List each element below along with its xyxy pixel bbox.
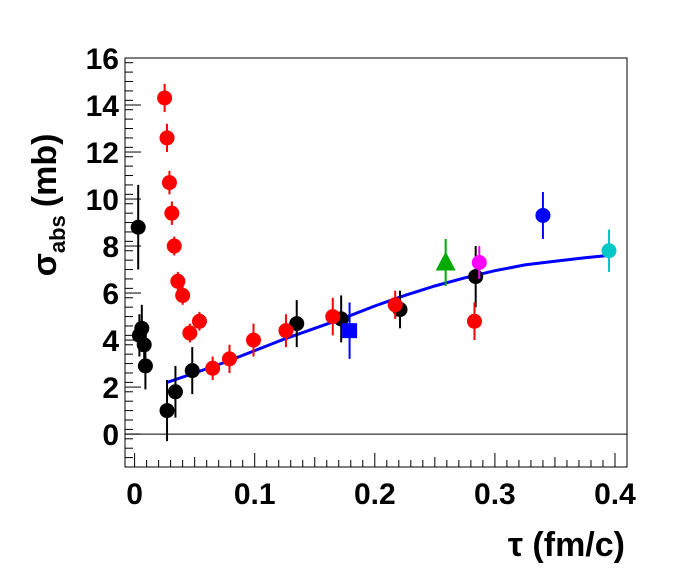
data-point-magenta <box>471 246 487 279</box>
data-point-red <box>157 83 173 113</box>
data-point-red <box>182 323 198 343</box>
data-point-red <box>170 271 186 291</box>
data-point-red <box>166 236 182 256</box>
y-tick-label: 6 <box>102 278 119 311</box>
data-point-red <box>161 170 177 195</box>
marker-circle <box>325 309 341 325</box>
marker-circle <box>159 403 175 419</box>
marker-circle <box>137 358 153 374</box>
marker-circle <box>205 360 221 376</box>
data-point-red <box>246 323 262 357</box>
data-point-red <box>205 356 221 381</box>
marker-circle <box>601 243 617 259</box>
marker-circle <box>191 313 207 329</box>
marker-circle <box>471 255 487 270</box>
marker-circle <box>130 219 146 235</box>
marker-circle <box>175 287 191 303</box>
y-axis-title-subscript: abs <box>45 215 70 253</box>
y-tick-label: 8 <box>102 231 119 264</box>
data-point-red <box>159 123 175 153</box>
marker-circle <box>136 337 152 353</box>
data-point-red <box>175 286 191 305</box>
x-tick-label: 0 <box>126 478 143 511</box>
data-point-red <box>221 344 237 373</box>
data-point-red <box>278 314 294 348</box>
y-tick-label: 0 <box>102 419 119 452</box>
data-point-cyan <box>601 229 617 272</box>
marker-circle <box>221 351 237 367</box>
data-point-black <box>137 342 153 390</box>
y-tick-label: 12 <box>86 137 119 170</box>
y-tick-label: 16 <box>86 43 119 76</box>
data-point-blue <box>535 191 551 239</box>
marker-circle <box>387 297 403 313</box>
x-tick-label: 0.3 <box>474 478 516 511</box>
x-axis-title: τ (fm/c) <box>508 526 625 564</box>
plot-frame <box>124 57 628 468</box>
y-tick-label: 2 <box>102 372 119 405</box>
data-point-red <box>191 311 207 331</box>
data-point-red <box>325 297 341 336</box>
data-point-black <box>130 184 146 270</box>
marker-circle <box>535 207 551 223</box>
y-tick-label: 4 <box>102 325 119 358</box>
data-point-red <box>164 201 180 225</box>
marker-circle <box>159 130 175 146</box>
marker-circle <box>184 363 200 379</box>
marker-circle <box>134 320 150 336</box>
data-point-black <box>289 300 305 348</box>
marker-circle <box>289 316 305 332</box>
marker-circle <box>468 269 484 285</box>
data-point-red <box>466 302 482 341</box>
y-axis-title: σabs (mb) <box>26 134 70 277</box>
x-tick-label: 0.4 <box>594 478 636 511</box>
marker-circle <box>170 273 186 289</box>
marker-circle <box>246 332 262 348</box>
marker-circle <box>161 175 177 191</box>
svg-text:σabs(mb): σabs (mb) <box>26 134 70 277</box>
data-point-black <box>167 365 183 418</box>
y-tick-label: 14 <box>86 90 120 123</box>
data-point-black <box>184 347 200 395</box>
marker-circle <box>157 90 173 106</box>
y-axis-title-symbol: σ <box>26 253 64 276</box>
data-point-red <box>387 290 403 319</box>
x-tick-label: 0.2 <box>354 478 396 511</box>
y-axis-title-unit: (mb) <box>26 134 64 208</box>
y-tick-label: 10 <box>86 184 119 217</box>
marker-circle <box>278 323 294 339</box>
marker-square <box>342 323 358 339</box>
data-point-blue-square <box>342 302 358 359</box>
data-point-green-triangle <box>435 238 456 287</box>
marker-triangle <box>435 251 456 271</box>
x-tick-label: 0.1 <box>234 478 276 511</box>
marker-circle <box>466 313 482 329</box>
marker-circle <box>167 384 183 400</box>
marker-circle <box>182 325 198 341</box>
marker-circle <box>164 205 180 221</box>
data-point-black <box>159 380 175 442</box>
marker-circle <box>166 238 182 254</box>
